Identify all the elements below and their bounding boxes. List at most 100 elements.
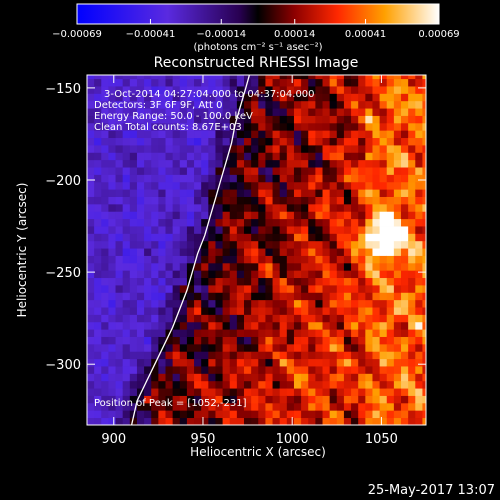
heatmap-cell bbox=[122, 159, 131, 168]
heatmap-cell bbox=[315, 115, 323, 124]
heatmap-cell bbox=[215, 373, 223, 382]
heatmap-cell bbox=[215, 343, 223, 352]
heatmap-cell bbox=[208, 159, 216, 168]
heatmap-cell bbox=[222, 402, 231, 411]
heatmap-cell bbox=[422, 75, 426, 80]
heatmap-cell bbox=[329, 388, 338, 396]
heatmap-cell bbox=[129, 336, 138, 345]
heatmap-cell bbox=[179, 189, 188, 197]
heatmap-cell bbox=[415, 410, 423, 419]
heatmap-cell bbox=[229, 167, 238, 175]
heatmap-cell bbox=[215, 366, 223, 374]
heatmap-cell bbox=[265, 388, 273, 396]
heatmap-cell bbox=[358, 233, 366, 242]
heatmap-cell bbox=[165, 218, 174, 227]
heatmap-cell bbox=[415, 174, 423, 183]
heatmap-cell bbox=[272, 270, 281, 279]
heatmap-cell bbox=[179, 358, 188, 367]
heatmap-cell bbox=[122, 78, 131, 87]
heatmap-cell bbox=[351, 218, 359, 227]
heatmap-cell bbox=[151, 410, 159, 419]
heatmap-cell bbox=[401, 181, 409, 190]
heatmap-cell bbox=[258, 189, 266, 197]
heatmap-cell bbox=[251, 388, 259, 396]
heatmap-cell bbox=[372, 137, 381, 146]
heatmap-cell bbox=[172, 373, 181, 382]
heatmap-cell bbox=[215, 218, 223, 227]
heatmap-cell bbox=[158, 137, 166, 146]
heatmap-cell bbox=[415, 299, 423, 308]
heatmap-cell bbox=[415, 203, 423, 212]
heatmap-cell bbox=[244, 181, 252, 190]
heatmap-cell bbox=[115, 373, 124, 382]
heatmap-cell bbox=[372, 233, 381, 242]
heatmap-cell bbox=[151, 395, 159, 404]
heatmap-cell bbox=[401, 189, 409, 197]
heatmap-cell bbox=[365, 358, 373, 367]
heatmap-cell bbox=[151, 380, 159, 389]
heatmap-cell bbox=[179, 233, 188, 242]
heatmap-cell bbox=[272, 211, 281, 220]
heatmap-cell bbox=[179, 395, 188, 404]
heatmap-cell bbox=[293, 218, 302, 227]
heatmap-cell bbox=[386, 388, 395, 396]
heatmap-cell bbox=[236, 86, 245, 94]
heatmap-cell bbox=[129, 233, 138, 242]
heatmap-cell bbox=[301, 343, 309, 352]
heatmap-cell bbox=[229, 307, 238, 315]
heatmap-cell bbox=[236, 410, 245, 419]
heatmap-cell bbox=[122, 417, 131, 425]
heatmap-cell bbox=[422, 226, 426, 234]
heatmap-cell bbox=[322, 285, 331, 293]
heatmap-cell bbox=[265, 373, 273, 382]
heatmap-cell bbox=[108, 189, 116, 197]
heatmap-cell bbox=[201, 366, 209, 374]
heatmap-cell bbox=[172, 167, 181, 175]
plot-frame bbox=[86, 74, 427, 426]
heatmap-cell bbox=[415, 277, 423, 286]
heatmap-cell bbox=[286, 189, 295, 197]
heatmap-cell bbox=[122, 75, 131, 80]
heatmap-cell bbox=[343, 307, 352, 315]
heatmap-cell bbox=[251, 152, 259, 161]
heatmap-cell bbox=[94, 248, 102, 256]
heatmap-cell bbox=[372, 351, 381, 360]
heatmap-cell bbox=[87, 388, 95, 396]
heatmap-cell bbox=[129, 152, 138, 161]
heatmap-cell bbox=[408, 417, 416, 425]
heatmap-cell bbox=[244, 417, 252, 425]
heatmap-cell bbox=[122, 233, 131, 242]
heatmap-cell bbox=[329, 211, 338, 220]
heatmap-cell bbox=[272, 233, 281, 242]
heatmap-cell bbox=[351, 93, 359, 102]
heatmap-cell bbox=[401, 255, 409, 264]
heatmap-cell bbox=[201, 196, 209, 205]
heatmap-cell bbox=[101, 167, 109, 175]
heatmap-cell bbox=[108, 233, 116, 242]
heatmap-cell bbox=[365, 181, 373, 190]
heatmap-cell bbox=[279, 307, 288, 315]
heatmap-cell bbox=[244, 93, 252, 102]
heatmap-cell bbox=[179, 380, 188, 389]
heatmap-cell bbox=[115, 248, 124, 256]
heatmap-cell bbox=[236, 122, 245, 131]
heatmap-cell bbox=[258, 100, 266, 109]
annotation-time-range: 3-Oct-2014 04:27:04.000 to 04:37:04.000 bbox=[104, 89, 315, 100]
heatmap-cell bbox=[401, 292, 409, 301]
heatmap-cell bbox=[315, 321, 323, 330]
heatmap-cell bbox=[286, 248, 295, 256]
heatmap-cell bbox=[201, 93, 209, 102]
heatmap-cell bbox=[279, 410, 288, 419]
heatmap-cell bbox=[115, 203, 124, 212]
heatmap-cell bbox=[229, 75, 238, 80]
heatmap-cell bbox=[108, 75, 116, 80]
heatmap-cell bbox=[401, 115, 409, 124]
heatmap-cell bbox=[165, 366, 174, 374]
heatmap-cell bbox=[186, 211, 195, 220]
heatmap-cell bbox=[343, 292, 352, 301]
heatmap-cell bbox=[108, 159, 116, 168]
heatmap-cell bbox=[379, 351, 388, 360]
heatmap-cell bbox=[129, 388, 138, 396]
heatmap-cell bbox=[372, 189, 381, 197]
heatmap-cell bbox=[258, 307, 266, 315]
